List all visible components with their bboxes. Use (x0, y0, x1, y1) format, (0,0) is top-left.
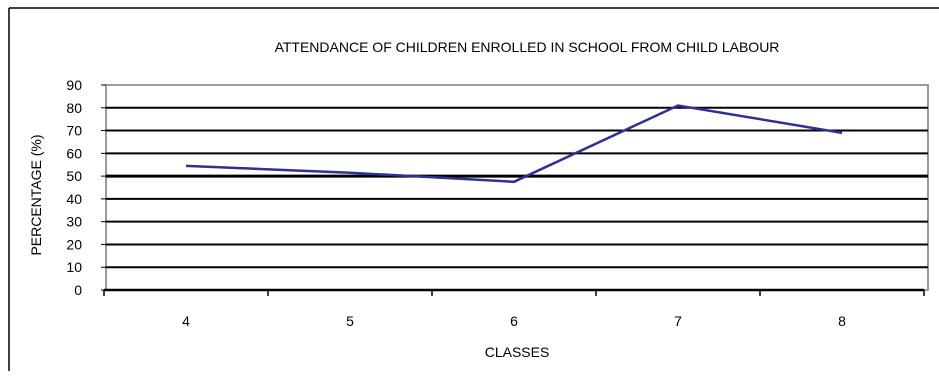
y-tick-label-30: 30 (66, 214, 82, 230)
grid-lines (106, 108, 928, 267)
x-tick-label-7: 7 (674, 313, 682, 329)
x-tick-labels: 4 5 6 7 8 (182, 313, 846, 329)
y-tick-label-50: 50 (66, 168, 82, 184)
x-tick-label-5: 5 (346, 313, 354, 329)
y-tick-label-90: 90 (66, 77, 82, 93)
series-layer (186, 105, 842, 182)
plot-area-border (106, 85, 928, 290)
x-axis (104, 290, 924, 296)
y-tick-label-10: 10 (66, 259, 82, 275)
x-tick-label-6: 6 (510, 313, 518, 329)
y-tick-label-20: 20 (66, 236, 82, 252)
y-tick-label-70: 70 (66, 123, 82, 139)
chart-title: ATTENDANCE OF CHILDREN ENROLLED IN SCHOO… (275, 39, 780, 55)
y-axis-label: PERCENTAGE (%) (28, 134, 44, 255)
y-tick-label-40: 40 (66, 191, 82, 207)
series-line-0 (186, 106, 842, 182)
x-tick-label-8: 8 (838, 313, 846, 329)
y-tick-label-0: 0 (74, 282, 82, 298)
x-tick-label-4: 4 (182, 313, 190, 329)
x-axis-label: CLASSES (485, 344, 550, 360)
y-tick-label-80: 80 (66, 100, 82, 116)
y-tick-labels: 0 10 20 30 40 50 60 70 80 90 (66, 77, 106, 298)
y-tick-label-60: 60 (66, 145, 82, 161)
